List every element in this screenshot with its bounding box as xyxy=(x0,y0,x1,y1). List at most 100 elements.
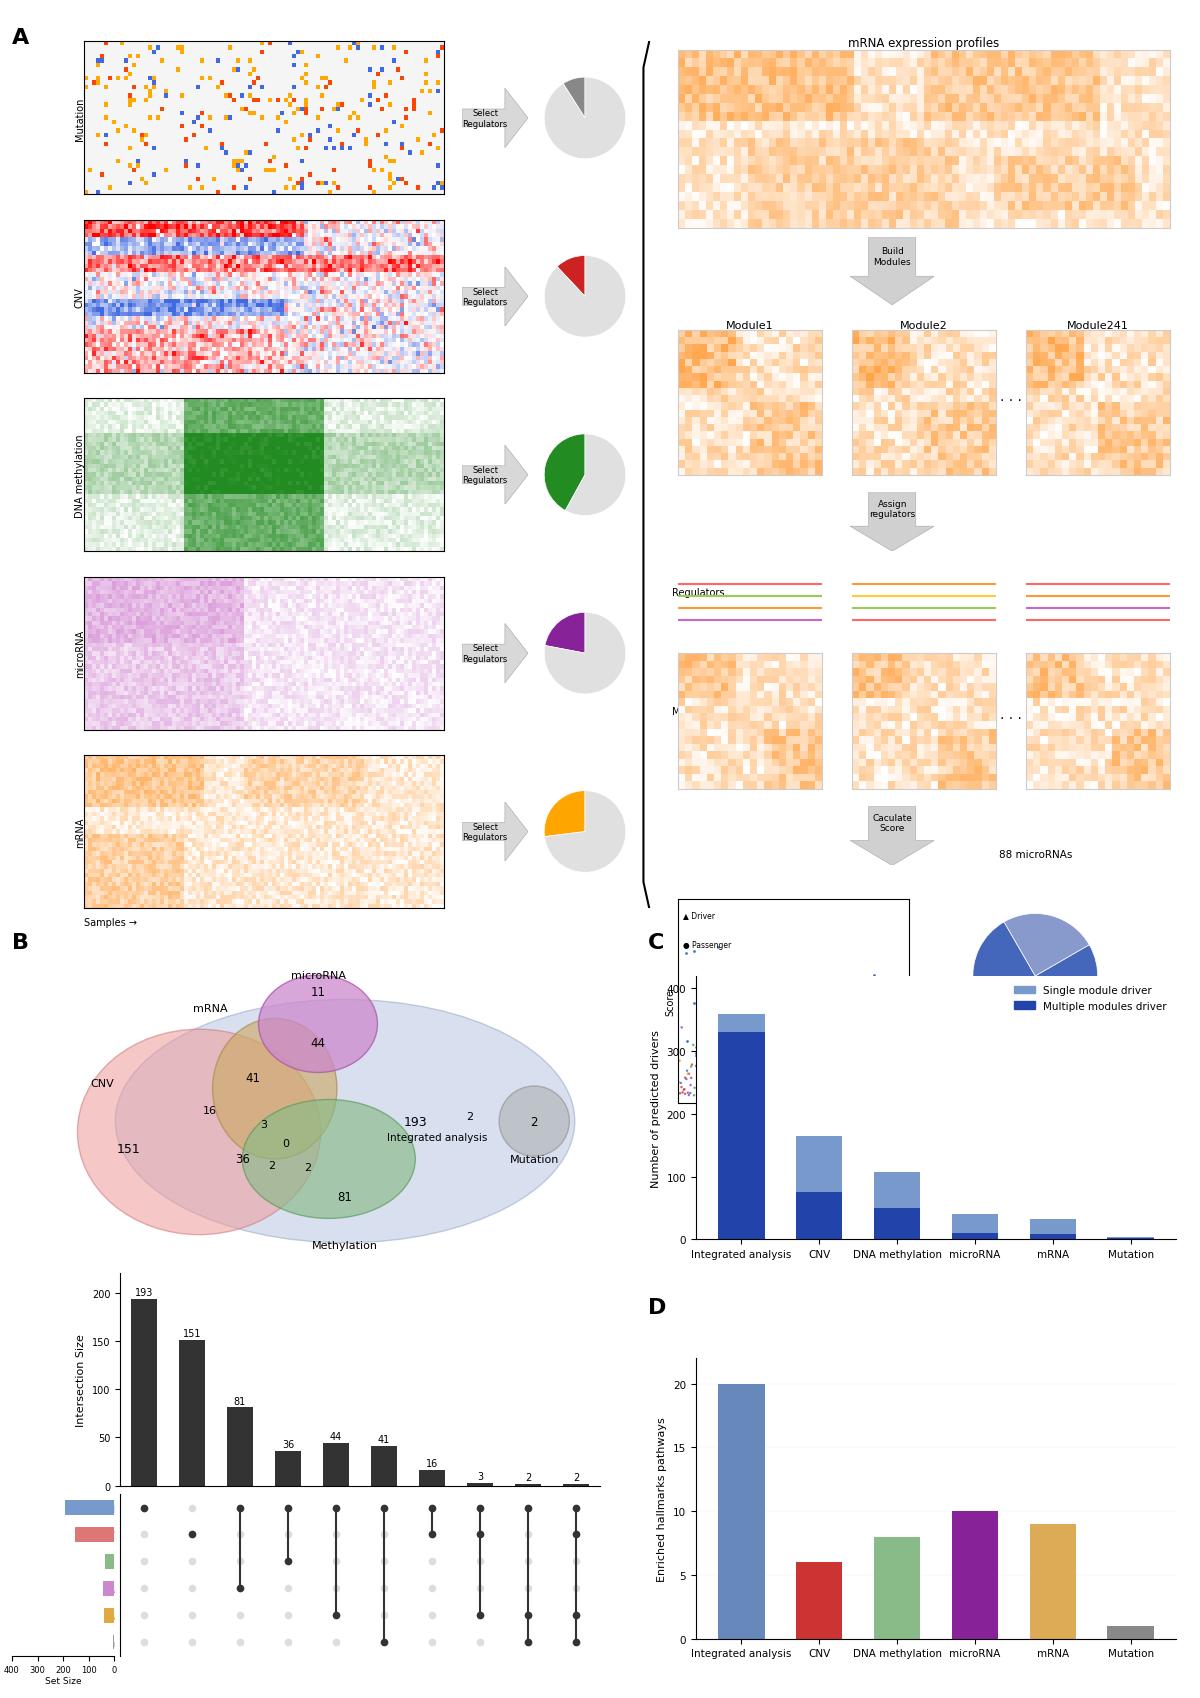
Point xyxy=(811,1070,830,1097)
Point xyxy=(668,1068,688,1095)
Point xyxy=(816,1054,835,1082)
Point xyxy=(881,1078,900,1105)
Point xyxy=(847,1053,866,1080)
Wedge shape xyxy=(545,613,586,654)
Point xyxy=(674,1077,694,1104)
Point xyxy=(893,1075,912,1102)
Point xyxy=(676,1077,695,1104)
Title: mRNA expression profiles: mRNA expression profiles xyxy=(848,37,1000,49)
Bar xyxy=(1108,1627,1154,1639)
Point xyxy=(888,1077,907,1104)
Point xyxy=(730,1075,749,1102)
Point xyxy=(752,1075,772,1102)
Bar xyxy=(179,1340,205,1486)
Point xyxy=(691,1077,710,1104)
Bar xyxy=(874,1172,920,1209)
Point xyxy=(841,1080,860,1107)
Point xyxy=(886,1082,905,1109)
Wedge shape xyxy=(545,791,586,837)
Point xyxy=(719,1066,738,1094)
Point xyxy=(764,1082,784,1109)
Wedge shape xyxy=(545,256,625,338)
Point xyxy=(684,990,703,1017)
Point xyxy=(870,1082,889,1109)
Point xyxy=(793,1080,812,1107)
Point xyxy=(834,1075,853,1102)
Point xyxy=(766,1065,785,1092)
Point xyxy=(833,1068,852,1095)
Bar xyxy=(796,1136,842,1192)
Text: Build
Modules: Build Modules xyxy=(874,246,911,267)
Point xyxy=(834,1068,853,1095)
Point xyxy=(698,1049,718,1077)
Point xyxy=(805,1068,824,1095)
Point xyxy=(672,1073,691,1100)
Y-axis label: mRNA: mRNA xyxy=(74,817,85,847)
Point xyxy=(686,1041,706,1068)
Point xyxy=(887,1066,906,1094)
Point xyxy=(707,1077,726,1104)
Bar xyxy=(1030,1525,1076,1639)
Point xyxy=(743,1068,762,1095)
Point xyxy=(870,1070,889,1097)
Point xyxy=(864,961,883,988)
Point xyxy=(780,1070,799,1097)
Point xyxy=(806,1080,826,1107)
Point xyxy=(716,1046,736,1073)
Point xyxy=(827,1019,846,1046)
Point xyxy=(893,997,912,1024)
Point xyxy=(854,1071,874,1099)
Text: A: A xyxy=(12,29,29,48)
Point xyxy=(826,1082,845,1109)
Point xyxy=(865,988,884,1015)
Point xyxy=(793,1071,812,1099)
Point xyxy=(750,995,769,1022)
Point xyxy=(859,1029,878,1056)
Point xyxy=(773,1066,792,1094)
Point xyxy=(748,1080,767,1107)
Point xyxy=(719,1073,738,1100)
Point xyxy=(695,1056,714,1083)
Point xyxy=(726,1071,745,1099)
Point xyxy=(860,1065,880,1092)
Point xyxy=(716,1070,736,1097)
Point xyxy=(872,1000,892,1027)
Point xyxy=(781,1066,800,1094)
Point xyxy=(883,1041,902,1068)
Point xyxy=(721,1082,740,1109)
Bar xyxy=(103,1608,114,1623)
Point xyxy=(739,1029,758,1056)
Point xyxy=(727,1043,746,1070)
Text: 88 microRNAs: 88 microRNAs xyxy=(998,849,1072,859)
Point xyxy=(796,1054,815,1082)
Point xyxy=(745,1022,764,1049)
Point xyxy=(832,973,851,1000)
Point xyxy=(695,1082,714,1109)
Point xyxy=(844,1049,863,1077)
Point xyxy=(895,1063,914,1090)
Point xyxy=(740,1065,760,1092)
Point xyxy=(686,1043,706,1070)
Polygon shape xyxy=(462,623,528,683)
Text: 44: 44 xyxy=(330,1431,342,1442)
Point xyxy=(696,1065,715,1092)
Point xyxy=(866,1080,886,1107)
Point xyxy=(776,1063,796,1090)
Point xyxy=(730,1080,749,1107)
Text: Mutation: Mutation xyxy=(510,1155,559,1165)
Wedge shape xyxy=(545,78,625,160)
Point xyxy=(738,1041,757,1068)
Point xyxy=(739,1077,758,1104)
Wedge shape xyxy=(557,256,586,297)
Text: 36: 36 xyxy=(282,1440,294,1448)
Point xyxy=(730,1073,749,1100)
Point xyxy=(768,1070,787,1097)
Point xyxy=(719,1029,738,1056)
Point xyxy=(679,1061,698,1088)
Point xyxy=(888,1077,907,1104)
Point xyxy=(755,1044,774,1071)
Bar xyxy=(104,1554,114,1569)
Point xyxy=(682,1053,701,1080)
Ellipse shape xyxy=(242,1100,415,1219)
Bar xyxy=(323,1443,349,1486)
